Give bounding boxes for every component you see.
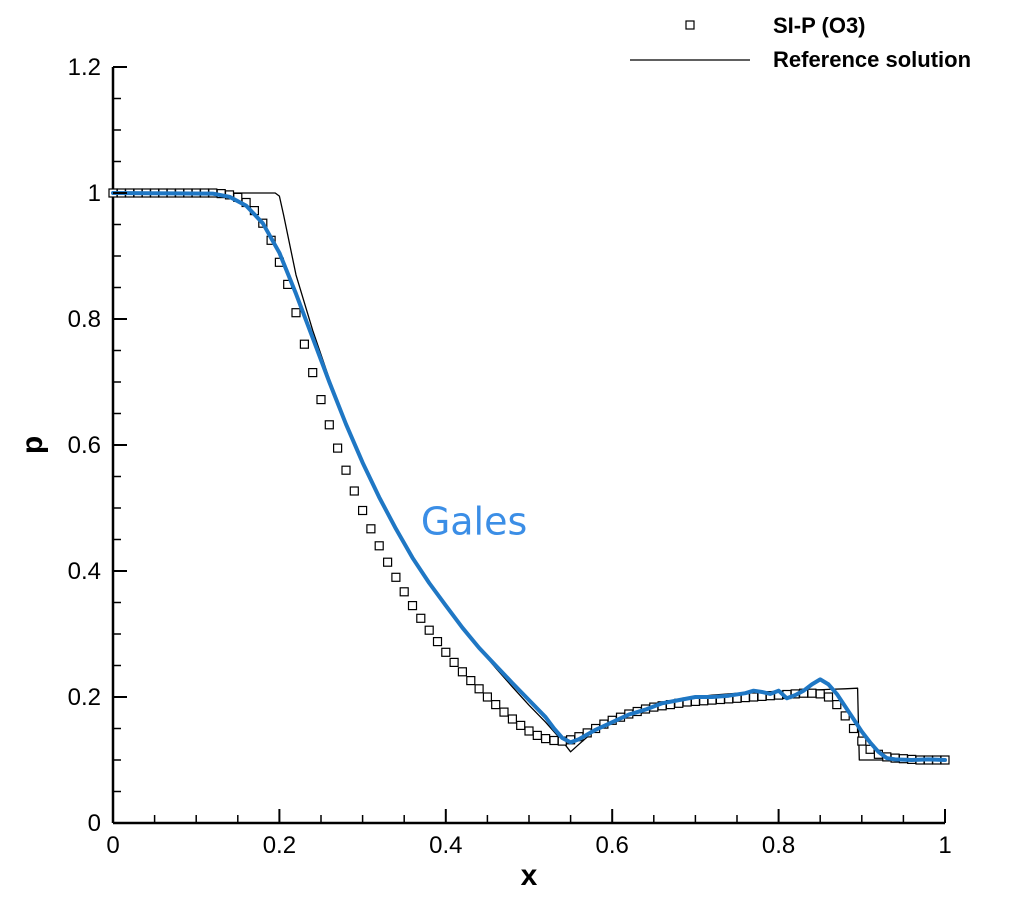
si-p-marker	[532, 730, 542, 741]
x-tick-label: 0.2	[263, 832, 296, 859]
legend: SI-P (O3) Reference solution	[630, 13, 971, 72]
si-p-marker	[341, 465, 351, 475]
si-p-marker	[316, 395, 326, 405]
y-tick-label: 0.6	[68, 432, 101, 459]
y-tick-label: 0.2	[68, 684, 101, 711]
annotation-label: Gales	[421, 500, 527, 544]
si-p-marker	[324, 420, 334, 430]
si-p-marker	[474, 684, 484, 694]
si-p-marker	[832, 699, 842, 710]
legend-label-si-p: SI-P (O3)	[773, 13, 866, 38]
si-p-marker	[349, 486, 359, 496]
y-tick-label: 1.2	[68, 54, 101, 81]
si-p-marker	[374, 541, 384, 551]
y-tick-label: 0.8	[68, 306, 101, 333]
x-tick-label: 1	[938, 832, 951, 859]
x-tick-label: 0.6	[596, 832, 629, 859]
si-p-marker	[416, 613, 426, 623]
si-p-marker	[407, 600, 418, 611]
si-p-marker	[333, 443, 343, 453]
si-p-marker	[491, 699, 501, 710]
si-p-marker	[540, 733, 551, 744]
si-p-marker	[507, 714, 517, 724]
x-axis-title: x	[521, 859, 538, 892]
y-tick-label: 0	[88, 810, 101, 837]
si-p-marker	[748, 692, 759, 702]
si-p-marker	[299, 339, 309, 349]
blue-line-layer	[111, 191, 947, 762]
si-p-marker	[466, 675, 476, 686]
si-p-marker	[823, 692, 834, 702]
x-tick-label: 0.8	[762, 832, 795, 859]
si-p-marker	[857, 736, 867, 746]
x-tick-label: 0	[106, 832, 119, 859]
blue-series-line	[111, 191, 947, 762]
si-p-marker	[457, 667, 467, 677]
si-p-marker	[524, 726, 534, 736]
y-tick-label: 0.4	[68, 558, 101, 585]
si-p-marker	[482, 692, 492, 702]
si-p-marker	[383, 557, 393, 567]
si-p-marker	[291, 308, 301, 318]
si-p-marker	[449, 657, 459, 668]
si-p-marker	[441, 647, 451, 657]
legend-marker-si-p	[685, 20, 695, 30]
si-p-marker	[424, 625, 434, 635]
y-axis-title: p	[16, 436, 49, 454]
si-p-marker	[815, 689, 825, 699]
si-p-marker	[499, 707, 509, 717]
reference-solution-layer	[112, 192, 946, 761]
reference-solution-line	[112, 192, 946, 761]
si-p-marker	[807, 688, 817, 698]
si-p-marker	[432, 636, 443, 647]
si-p-marker	[308, 368, 318, 378]
si-p-marker	[358, 505, 368, 516]
x-tick-label: 0.4	[429, 832, 462, 859]
ticks: 0 0.2 0.4 0.6 0.8 1 0 0.2 0.4 0.6 0.8 1 1.2	[68, 54, 952, 859]
si-p-marker	[399, 587, 409, 597]
axes	[111, 67, 945, 825]
si-p-marker	[549, 735, 559, 746]
si-p-markers-layer	[108, 188, 950, 765]
legend-label-reference: Reference solution	[773, 47, 971, 72]
si-p-marker	[391, 572, 401, 582]
y-tick-label: 1	[88, 180, 101, 207]
si-p-marker	[366, 524, 376, 534]
si-p-marker	[516, 720, 526, 731]
